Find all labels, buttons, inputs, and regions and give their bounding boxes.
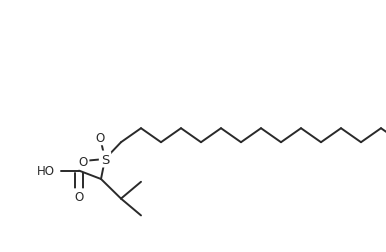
Text: O: O	[78, 155, 88, 168]
Text: HO: HO	[37, 165, 55, 177]
Text: O: O	[95, 131, 105, 144]
Text: S: S	[101, 153, 109, 166]
Text: O: O	[74, 190, 84, 203]
